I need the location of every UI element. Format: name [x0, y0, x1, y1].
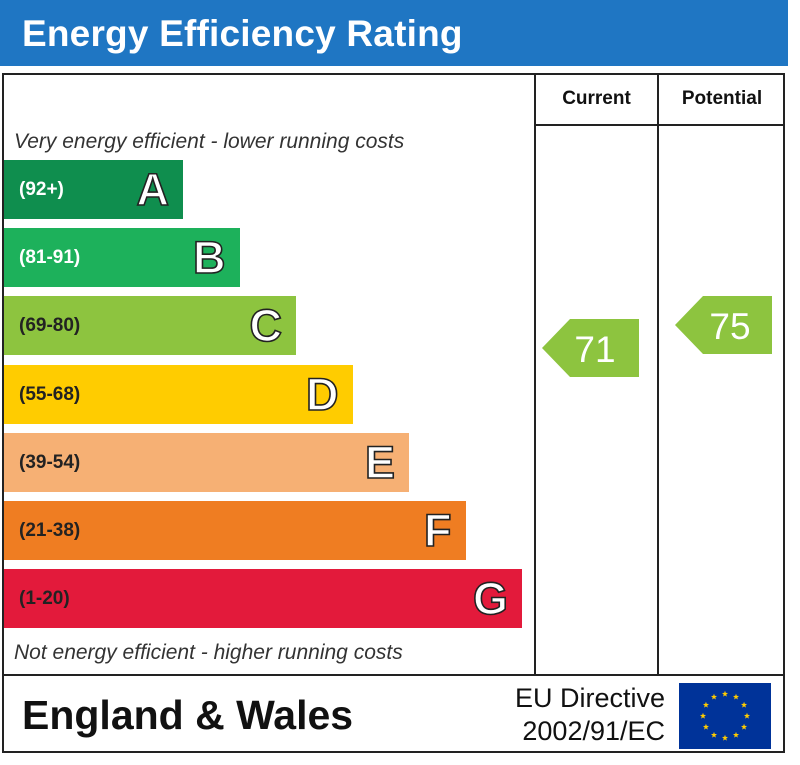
- band-letter: D: [305, 368, 339, 421]
- band-range: (55-68): [19, 383, 81, 405]
- eu-star-icon: [741, 723, 748, 730]
- eu-directive-line1: EU Directive: [514, 683, 665, 713]
- current-rating-arrow: 71: [542, 319, 639, 377]
- page-title: Energy Efficiency Rating: [22, 13, 463, 54]
- column-header-potential: Potential: [681, 88, 763, 109]
- eu-star-icon: [702, 701, 709, 708]
- divider-potential: [657, 73, 659, 676]
- eu-star-icon: [702, 723, 709, 730]
- caption-bottom: Not energy efficient - higher running co…: [14, 641, 403, 664]
- band-letter: G: [472, 572, 509, 625]
- band-letter: A: [136, 163, 170, 216]
- band-range: (1-20): [19, 588, 70, 610]
- band-g: (1-20) G: [4, 569, 522, 629]
- eu-star-icon: [743, 712, 751, 719]
- footer-divider: [2, 674, 785, 676]
- column-header-current: Current: [562, 88, 631, 109]
- band-letter: E: [364, 436, 396, 489]
- band-d: (55-68) D: [4, 364, 353, 424]
- eu-star-icon: [732, 693, 740, 700]
- eu-star-icon: [741, 701, 748, 708]
- eu-directive-label: EU Directive 2002/91/EC: [515, 682, 665, 748]
- eu-star-icon: [710, 693, 718, 700]
- eu-star-icon: [710, 731, 718, 738]
- divider-current: [534, 73, 536, 676]
- band-e: (39-54) E: [4, 432, 409, 492]
- eu-star-icon: [721, 734, 729, 741]
- band-a: (92+) A: [4, 160, 183, 219]
- band-range: (39-54): [19, 451, 81, 473]
- band-range: (92+): [19, 179, 64, 200]
- band-letter: F: [423, 504, 452, 557]
- header-divider: [534, 124, 785, 126]
- current-rating-value: 71: [574, 329, 615, 370]
- eu-star-icon: [699, 712, 707, 719]
- title-bar: Energy Efficiency Rating: [0, 0, 788, 66]
- caption-top: Very energy efficient - lower running co…: [14, 130, 405, 153]
- potential-rating-value: 75: [709, 306, 750, 347]
- band-range: (21-38): [19, 520, 81, 541]
- eu-directive-line2: 2002/91/EC: [522, 716, 665, 746]
- band-c: (69-80) C: [4, 296, 296, 356]
- chart-frame: [2, 73, 785, 753]
- eu-star-icon: [721, 690, 729, 697]
- band-b: (81-91) B: [4, 228, 240, 288]
- band-letter: B: [192, 231, 226, 284]
- band-range: (81-91): [19, 247, 81, 269]
- band-range: (69-80): [19, 315, 81, 337]
- eu-star-icon: [732, 731, 740, 738]
- band-f: (21-38) F: [4, 501, 466, 560]
- band-letter: C: [249, 300, 283, 353]
- potential-rating-arrow: 75: [675, 296, 772, 354]
- region-label: England & Wales: [22, 692, 354, 738]
- eu-flag-icon: [679, 683, 771, 749]
